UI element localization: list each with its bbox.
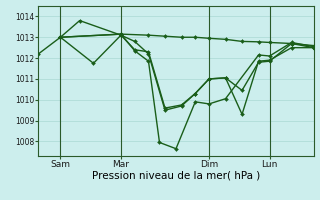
X-axis label: Pression niveau de la mer( hPa ): Pression niveau de la mer( hPa ) — [92, 171, 260, 181]
